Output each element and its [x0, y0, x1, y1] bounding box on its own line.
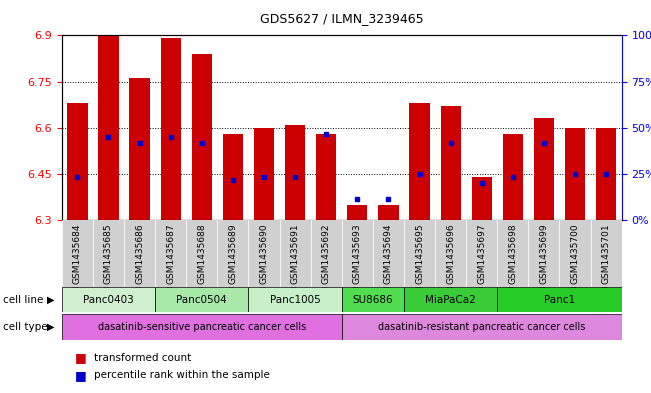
Bar [93, 220, 124, 287]
Text: ■: ■ [75, 369, 87, 382]
Text: GSM1435687: GSM1435687 [166, 223, 175, 284]
Text: GSM1435701: GSM1435701 [602, 223, 611, 284]
Text: cell type: cell type [3, 322, 48, 332]
Bar [497, 220, 529, 287]
Bar [249, 220, 279, 287]
Text: GSM1435697: GSM1435697 [477, 223, 486, 284]
Bar [441, 106, 461, 220]
Bar [98, 35, 118, 220]
Bar [124, 220, 155, 287]
Text: GSM1435686: GSM1435686 [135, 223, 144, 284]
Text: transformed count: transformed count [94, 353, 191, 363]
Text: GSM1435691: GSM1435691 [290, 223, 299, 284]
Bar [186, 220, 217, 287]
Text: ▶: ▶ [47, 322, 55, 332]
Bar [130, 79, 150, 220]
Text: dasatinib-resistant pancreatic cancer cells: dasatinib-resistant pancreatic cancer ce… [378, 322, 585, 332]
Bar [342, 314, 622, 340]
Text: GSM1435693: GSM1435693 [353, 223, 362, 284]
Bar [316, 134, 337, 220]
Text: GSM1435699: GSM1435699 [540, 223, 548, 284]
Bar [311, 220, 342, 287]
Text: cell line: cell line [3, 295, 44, 305]
Bar [191, 54, 212, 220]
Text: GSM1435692: GSM1435692 [322, 223, 331, 284]
Text: GSM1435694: GSM1435694 [384, 223, 393, 284]
Text: GSM1435700: GSM1435700 [570, 223, 579, 284]
Bar [596, 128, 616, 220]
Bar [62, 287, 155, 312]
Bar [249, 287, 342, 312]
Bar [471, 177, 492, 220]
Bar [342, 287, 404, 312]
Text: ▶: ▶ [47, 295, 55, 305]
Text: GSM1435695: GSM1435695 [415, 223, 424, 284]
Bar [404, 287, 497, 312]
Bar [285, 125, 305, 220]
Bar [590, 220, 622, 287]
Text: ■: ■ [75, 351, 87, 364]
Text: Panc0504: Panc0504 [176, 295, 227, 305]
Bar [342, 220, 373, 287]
Bar [279, 220, 311, 287]
Text: percentile rank within the sample: percentile rank within the sample [94, 370, 270, 380]
Bar [559, 220, 590, 287]
Text: GSM1435689: GSM1435689 [229, 223, 238, 284]
Text: Panc0403: Panc0403 [83, 295, 134, 305]
Bar [378, 205, 398, 220]
Text: GSM1435685: GSM1435685 [104, 223, 113, 284]
Text: GSM1435696: GSM1435696 [446, 223, 455, 284]
Text: GSM1435698: GSM1435698 [508, 223, 518, 284]
Bar [217, 220, 249, 287]
Text: GSM1435690: GSM1435690 [260, 223, 268, 284]
Bar [161, 39, 181, 220]
Text: Panc1005: Panc1005 [270, 295, 320, 305]
Bar [435, 220, 466, 287]
Bar [67, 103, 87, 220]
Bar [497, 287, 622, 312]
Bar [565, 128, 585, 220]
Bar [529, 220, 559, 287]
Text: GDS5627 / ILMN_3239465: GDS5627 / ILMN_3239465 [260, 12, 424, 25]
Bar [404, 220, 435, 287]
Bar [466, 220, 497, 287]
Text: GSM1435684: GSM1435684 [73, 223, 82, 284]
Bar [62, 220, 93, 287]
Bar [155, 220, 186, 287]
Text: MiaPaCa2: MiaPaCa2 [425, 295, 476, 305]
Bar [155, 287, 249, 312]
Text: Panc1: Panc1 [544, 295, 575, 305]
Text: SU8686: SU8686 [353, 295, 393, 305]
Bar [503, 134, 523, 220]
Bar [347, 205, 367, 220]
Bar [223, 134, 243, 220]
Bar [409, 103, 430, 220]
Bar [534, 119, 554, 220]
Text: dasatinib-sensitive pancreatic cancer cells: dasatinib-sensitive pancreatic cancer ce… [98, 322, 306, 332]
Bar [62, 314, 342, 340]
Text: GSM1435688: GSM1435688 [197, 223, 206, 284]
Bar [254, 128, 274, 220]
Bar [373, 220, 404, 287]
